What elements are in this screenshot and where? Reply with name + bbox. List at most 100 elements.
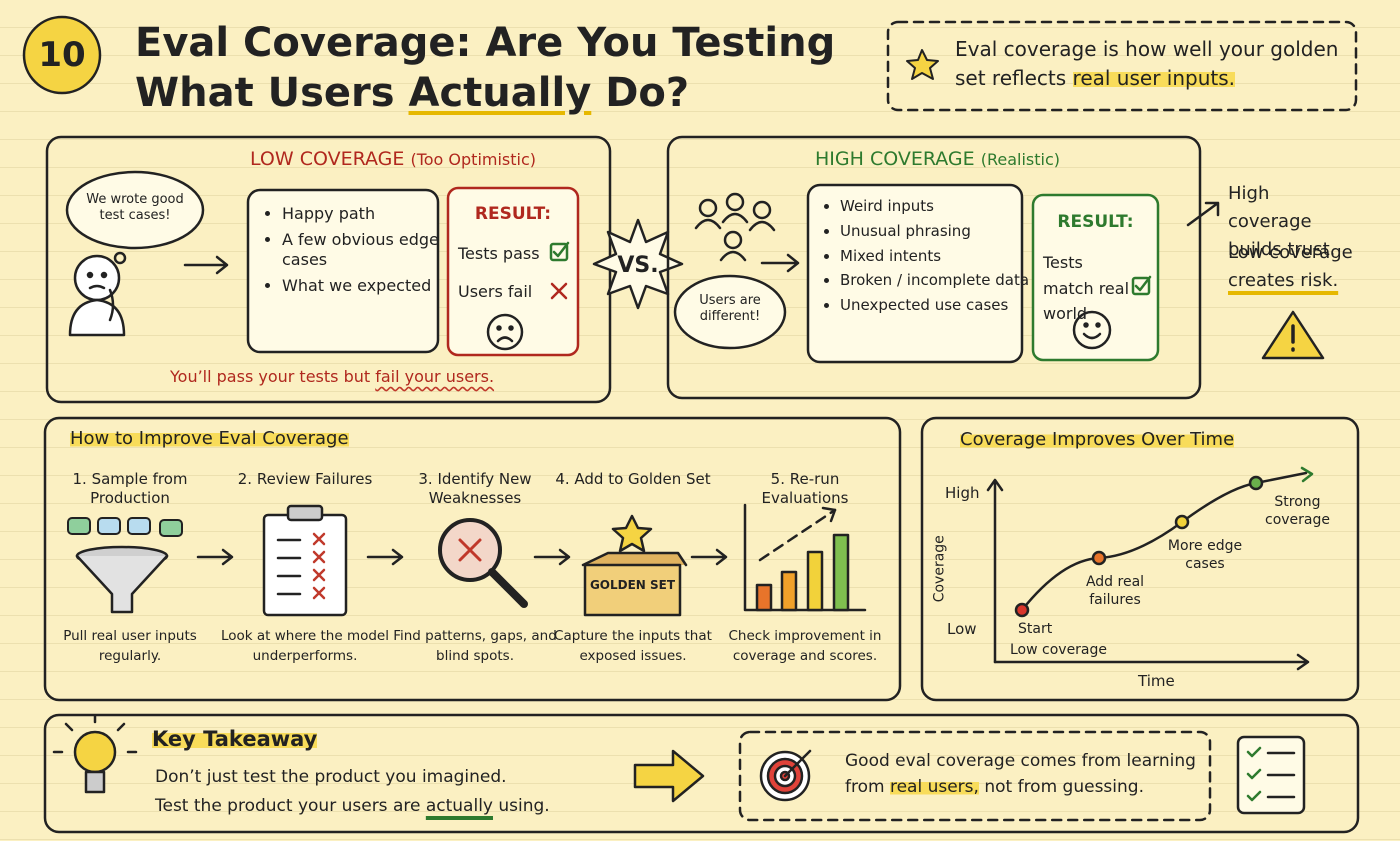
definition: Eval coverage is how well your golden se… [955,35,1345,93]
axis-level: High [945,484,980,502]
list-item: Mixed intents [840,247,1036,266]
list-item: A few obvious edge cases [282,230,452,270]
callout-part: not from guessing. [978,777,1144,798]
step-title: 5. Re-run Evaluations [761,470,849,507]
panel-subtitle: (Too Optimistic) [410,150,537,169]
axis-title: Coverage [931,535,948,603]
stage-label: More edge cases [1167,538,1243,572]
stage-label: Add real failures [1085,574,1145,608]
thought-cloud [65,170,205,250]
check-icon [549,241,570,262]
conclusion-text: Low coverage creates risk. [1228,239,1358,295]
stage-dot [1014,602,1030,618]
arrow [196,548,234,566]
step-description: Check improvement in coverage and scores… [728,628,882,665]
star-icon [906,49,939,80]
number-badge [22,15,102,95]
definition-text: Eval coverage is how well your golden se… [955,37,1339,90]
vs-burst [592,218,684,310]
list-item: Unusual phrasing [840,222,1036,241]
panel-subtitle: (Realistic) [980,150,1060,169]
list-item: Weird inputs [840,197,1036,216]
y-axis [986,478,1004,664]
bar-chart-icon [743,503,867,612]
thought-dot [113,251,127,265]
callout-box [738,730,1212,822]
panel-title: LOW COVERAGE (Too Optimistic) [250,148,536,172]
checklist-icon [1236,735,1306,815]
chat-icons [67,517,183,537]
takeaway-line: Don’t just test the product you imagined… [155,767,507,787]
check-icon [1131,275,1152,296]
worried-person [68,254,126,337]
thought-cloud [673,274,787,350]
list-item: Unexpected use cases [840,296,1036,315]
takeaway-title-text: Key Takeaway [152,727,318,751]
bulb-icon [52,714,138,794]
cross-icon [550,282,568,300]
definition-highlight: real user inputs. [1072,66,1235,90]
versus: VS. [617,253,659,278]
stage-dot [1091,550,1107,566]
stage-dot [1248,475,1264,491]
section-title: Coverage Improves Over Time [960,429,1235,452]
result-text: Tests match real world [1043,253,1130,324]
definition-box [886,20,1358,112]
step-description: Look at where the model underperforms. [220,628,389,665]
takeaway-part: using. [492,796,550,816]
title-line: What Users Actually Do? [135,68,689,118]
conclusion-text: High coverage builds trust. [1228,183,1336,260]
step-title: 2. Review Failures [237,470,373,488]
takeaway-title: Key Takeaway [152,726,318,752]
result-title: RESULT: [474,204,552,224]
takeaway-part: Test the product your users are [155,796,426,816]
thought-text: We wrote good test cases! [86,192,184,224]
magnifier-icon [438,518,528,608]
number: 10 [38,35,86,75]
result-text: Tests pass [458,244,540,263]
result-text: Users fail [458,282,533,301]
step-title: 3. Identify New Weaknesses [418,470,532,507]
stage-label: Low coverage [1010,642,1108,658]
title-emphasis: Actually [408,70,592,116]
thought-text: Users are different! [699,293,761,325]
list-item: What we expected [282,276,452,296]
funnel-icon [75,545,169,614]
footer-text: You’ll pass your tests but [170,367,376,386]
item-list: Weird inputs Unusual phrasing Mixed intent… [820,197,1036,321]
arrow-shape [633,749,705,803]
panel-heading: LOW COVERAGE [250,148,405,170]
progress-panel [920,416,1360,702]
item-list: Happy path A few obvious edge cases What w… [262,204,452,302]
step-description: Capture the inputs that exposed issues. [554,628,712,665]
callout-highlight: real users, [889,777,979,798]
result-title: RESULT: [1057,212,1134,232]
title-part: What Users [135,70,409,116]
conclusion-part: Low coverage [1228,242,1353,263]
step-title: 1. Sample from Production [72,470,188,507]
items-box [246,188,440,354]
stage-dot [1174,514,1190,530]
step-description: Pull real user inputs regularly. [63,628,197,665]
list-item: Broken / incomplete data [840,271,1036,290]
footer-emphasis: fail your users. [375,367,495,386]
clipboard-icon [262,504,348,617]
target-icon [759,749,812,802]
list-item: Happy path [282,204,452,224]
stage-label: Strong coverage [1265,494,1330,528]
section-title-text: How to Improve Eval Coverage [70,428,349,449]
stage-label: Start [1018,621,1053,637]
users-icon [694,192,776,262]
golden-box-icon [581,514,688,617]
arrow [1186,201,1220,227]
result-box [446,186,580,357]
section-title-text: Coverage Improves Over Time [960,429,1235,450]
sad-face [486,313,524,351]
arrow [183,255,229,275]
callout-text: Good eval coverage comes from learning f… [845,748,1200,801]
result-box [1031,193,1160,362]
title-line: Eval Coverage: Are You Testing [135,20,836,66]
